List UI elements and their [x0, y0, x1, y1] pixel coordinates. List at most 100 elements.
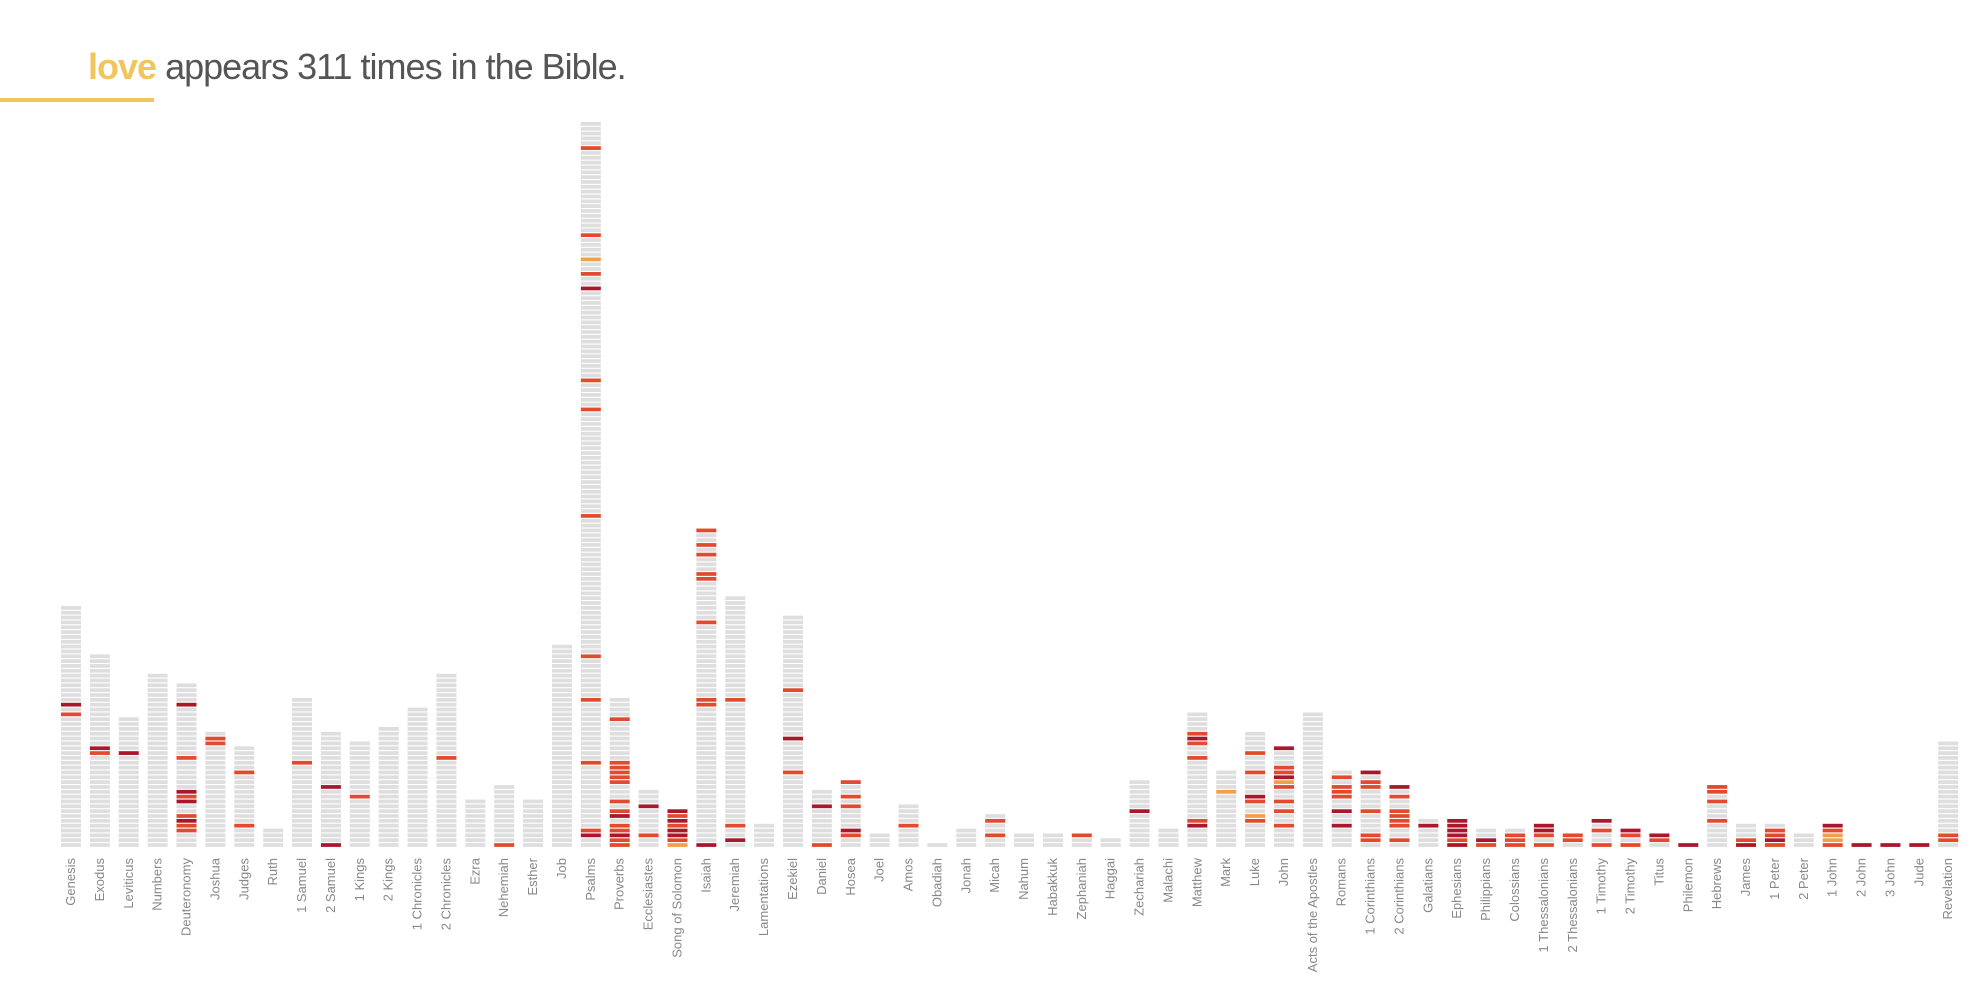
chapter-cell	[1216, 843, 1237, 847]
chapter-cell	[1129, 838, 1150, 843]
chapter-cell	[725, 683, 746, 688]
chapter-cell	[494, 818, 515, 823]
chapter-cell	[205, 780, 226, 784]
chapter-cell	[580, 664, 601, 668]
chapter-cell	[1100, 838, 1121, 843]
chapter-cell	[638, 828, 659, 833]
chapter-cell	[783, 818, 803, 823]
book-label: Nahum	[1016, 858, 1031, 900]
chapter-occurrence	[811, 843, 832, 847]
chapter-cell	[725, 601, 746, 605]
chapter-occurrence	[811, 804, 832, 809]
chapter-cell	[61, 746, 81, 751]
chapter-cell	[407, 843, 428, 847]
chapter-occurrence	[609, 838, 630, 843]
chapter-cell	[580, 175, 601, 179]
chapter-occurrence	[580, 257, 601, 262]
chapter-cell	[378, 789, 399, 794]
chapter-cell	[696, 538, 717, 542]
chapter-cell	[407, 775, 428, 780]
chapter-cell	[696, 693, 717, 697]
book-bar-hebrews	[1707, 785, 1728, 847]
book-bar-galatians	[1418, 818, 1439, 847]
chapter-occurrence	[89, 751, 110, 755]
book-label: Ephesians	[1449, 858, 1464, 919]
chapter-cell	[1302, 760, 1323, 765]
chapter-cell	[1707, 823, 1728, 828]
chapter-cell	[580, 644, 601, 649]
chapter-cell	[638, 789, 659, 794]
chapter-cell	[580, 262, 601, 267]
chapter-cell	[725, 799, 746, 804]
chapter-cell	[378, 775, 399, 780]
chapter-occurrence	[1245, 770, 1266, 775]
chapter-cell	[783, 838, 803, 843]
chapter-cell	[1187, 746, 1208, 751]
chapter-cell	[176, 770, 197, 775]
chapter-cell	[725, 775, 746, 780]
book-bar-job	[551, 644, 572, 847]
book-bar-ephesians	[1447, 818, 1468, 847]
chapter-cell	[1245, 828, 1266, 833]
chapter-occurrence	[840, 828, 861, 833]
chapter-cell	[580, 770, 601, 775]
chapter-occurrence	[1447, 833, 1468, 838]
chapter-cell	[580, 426, 601, 431]
chapter-cell	[292, 804, 313, 809]
chapter-cell	[725, 712, 746, 717]
book-bar-2-thessalonians	[1562, 833, 1583, 847]
chapter-cell	[349, 838, 370, 843]
chapter-cell	[580, 373, 601, 378]
book-bar-jonah	[956, 828, 977, 847]
chapter-cell	[523, 809, 544, 814]
chapter-cell	[783, 843, 803, 847]
chapter-cell	[696, 727, 717, 731]
book-label: 2 Timothy	[1623, 858, 1638, 915]
chapter-cell	[205, 756, 226, 760]
chapter-occurrence	[1418, 823, 1439, 828]
chapter-cell	[609, 785, 630, 789]
chapter-occurrence	[667, 823, 688, 828]
chapter-cell	[580, 223, 601, 228]
chapter-cell	[580, 756, 601, 760]
chapter-cell	[580, 509, 601, 513]
chapter-cell	[696, 833, 717, 838]
chapter-cell	[176, 838, 197, 843]
chapter-cell	[436, 678, 457, 683]
chapter-cell	[1187, 838, 1208, 843]
chapter-occurrence	[1822, 838, 1843, 843]
chapter-cell	[580, 717, 601, 722]
chapter-cell	[580, 659, 601, 663]
chapter-cell	[176, 804, 197, 809]
chapter-cell	[89, 789, 110, 794]
chapter-cell	[725, 630, 746, 634]
chapter-cell	[61, 765, 81, 770]
chapter-cell	[147, 717, 168, 722]
chapter-cell	[89, 818, 110, 823]
chapter-cell	[1302, 751, 1323, 755]
chapter-cell	[176, 833, 197, 838]
chapter-cell	[754, 843, 775, 847]
chapter-cell	[609, 756, 630, 760]
book-label: Colossians	[1507, 858, 1522, 922]
book-label: 2 Thessalonians	[1565, 858, 1580, 953]
chapter-cell	[147, 818, 168, 823]
chapter-cell	[696, 760, 717, 765]
book-bar-ezekiel	[783, 615, 803, 847]
chapter-cell	[407, 741, 428, 746]
chapter-cell	[292, 823, 313, 828]
chapter-cell	[378, 799, 399, 804]
chapter-cell	[147, 697, 168, 702]
chapter-cell	[580, 388, 601, 392]
chapter-occurrence	[1447, 818, 1468, 823]
chapter-cell	[638, 814, 659, 818]
chapter-occurrence	[234, 823, 255, 828]
chapter-cell	[783, 707, 803, 712]
chapter-occurrence	[783, 770, 803, 775]
chapter-cell	[1302, 794, 1323, 799]
chapter-cell	[783, 659, 803, 663]
chapter-occurrence	[1505, 843, 1525, 847]
chapter-cell	[205, 751, 226, 755]
chapter-cell	[551, 828, 572, 833]
chapter-occurrence	[1331, 809, 1352, 814]
